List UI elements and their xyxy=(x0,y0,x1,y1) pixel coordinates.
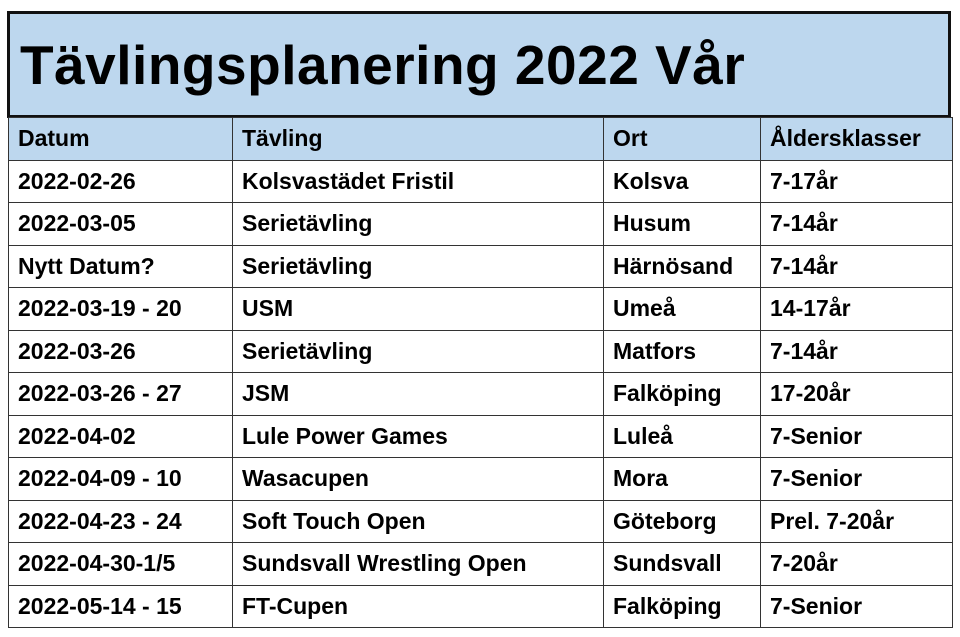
cell-tavling: USM xyxy=(232,287,604,331)
table-row: 2022-03-26 Serietävling Matfors 7-14år xyxy=(8,329,953,373)
cell-aldersklasser: 7-14år xyxy=(760,202,953,246)
cell-datum: 2022-04-02 xyxy=(8,414,233,458)
cell-tavling: JSM xyxy=(232,372,604,416)
table-row: Nytt Datum? Serietävling Härnösand 7-14år xyxy=(8,244,953,288)
cell-aldersklasser: 7-Senior xyxy=(760,457,953,501)
cell-ort: Mora xyxy=(603,457,761,501)
page-title: Tävlingsplanering 2022 Vår xyxy=(20,33,746,96)
cell-datum: 2022-02-26 xyxy=(8,159,233,203)
cell-datum: 2022-03-19 - 20 xyxy=(8,287,233,331)
table-row: 2022-05-14 - 15 FT-Cupen Falköping 7-Senior xyxy=(8,584,953,628)
cell-aldersklasser: 7-Senior xyxy=(760,584,953,628)
title-banner: Tävlingsplanering 2022 Vår xyxy=(7,11,951,118)
cell-tavling: Lule Power Games xyxy=(232,414,604,458)
cell-ort: Falköping xyxy=(603,372,761,416)
cell-ort: Luleå xyxy=(603,414,761,458)
cell-ort: Falköping xyxy=(603,584,761,628)
table-row: 2022-04-30-1/5 Sundsvall Wrestling Open Su… xyxy=(8,542,953,586)
table-row: 2022-02-26 Kolsvastädet Fristil Kolsva 7-17… xyxy=(8,159,953,203)
cell-ort: Umeå xyxy=(603,287,761,331)
cell-aldersklasser: 7-Senior xyxy=(760,414,953,458)
cell-tavling: Wasacupen xyxy=(232,457,604,501)
cell-aldersklasser: 7-14år xyxy=(760,329,953,373)
cell-ort: Matfors xyxy=(603,329,761,373)
cell-tavling: Serietävling xyxy=(232,202,604,246)
table-row: 2022-04-23 - 24 Soft Touch Open Göteborg Pr… xyxy=(8,499,953,543)
cell-tavling: Sundsvall Wrestling Open xyxy=(232,542,604,586)
cell-aldersklasser: Prel. 7-20år xyxy=(760,499,953,543)
cell-aldersklasser: 17-20år xyxy=(760,372,953,416)
cell-ort: Kolsva xyxy=(603,159,761,203)
cell-datum: 2022-03-26 xyxy=(8,329,233,373)
cell-aldersklasser: 7-14år xyxy=(760,244,953,288)
cell-datum: 2022-04-23 - 24 xyxy=(8,499,233,543)
header-ort: Ort xyxy=(603,117,761,161)
header-datum: Datum xyxy=(8,117,233,161)
cell-tavling: Serietävling xyxy=(232,244,604,288)
cell-aldersklasser: 7-17år xyxy=(760,159,953,203)
table-row: 2022-03-19 - 20 USM Umeå 14-17år xyxy=(8,287,953,331)
competition-table: Datum Tävling Ort Åldersklasser 2022-02-… xyxy=(8,117,953,628)
cell-ort: Sundsvall xyxy=(603,542,761,586)
table-row: 2022-04-02 Lule Power Games Luleå 7-Senior xyxy=(8,414,953,458)
cell-ort: Härnösand xyxy=(603,244,761,288)
cell-datum: 2022-03-05 xyxy=(8,202,233,246)
cell-tavling: FT-Cupen xyxy=(232,584,604,628)
header-tavling: Tävling xyxy=(232,117,604,161)
cell-datum: 2022-05-14 - 15 xyxy=(8,584,233,628)
cell-aldersklasser: 14-17år xyxy=(760,287,953,331)
cell-ort: Göteborg xyxy=(603,499,761,543)
table-row: 2022-03-05 Serietävling Husum 7-14år xyxy=(8,202,953,246)
cell-ort: Husum xyxy=(603,202,761,246)
cell-datum: 2022-04-30-1/5 xyxy=(8,542,233,586)
cell-datum: 2022-04-09 - 10 xyxy=(8,457,233,501)
cell-tavling: Kolsvastädet Fristil xyxy=(232,159,604,203)
table-row: 2022-03-26 - 27 JSM Falköping 17-20år xyxy=(8,372,953,416)
cell-datum: 2022-03-26 - 27 xyxy=(8,372,233,416)
cell-aldersklasser: 7-20år xyxy=(760,542,953,586)
table-row: 2022-04-09 - 10 Wasacupen Mora 7-Senior xyxy=(8,457,953,501)
cell-datum: Nytt Datum? xyxy=(8,244,233,288)
header-aldersklasser: Åldersklasser xyxy=(760,117,953,161)
header-row: Datum Tävling Ort Åldersklasser xyxy=(8,117,953,161)
cell-tavling: Soft Touch Open xyxy=(232,499,604,543)
cell-tavling: Serietävling xyxy=(232,329,604,373)
